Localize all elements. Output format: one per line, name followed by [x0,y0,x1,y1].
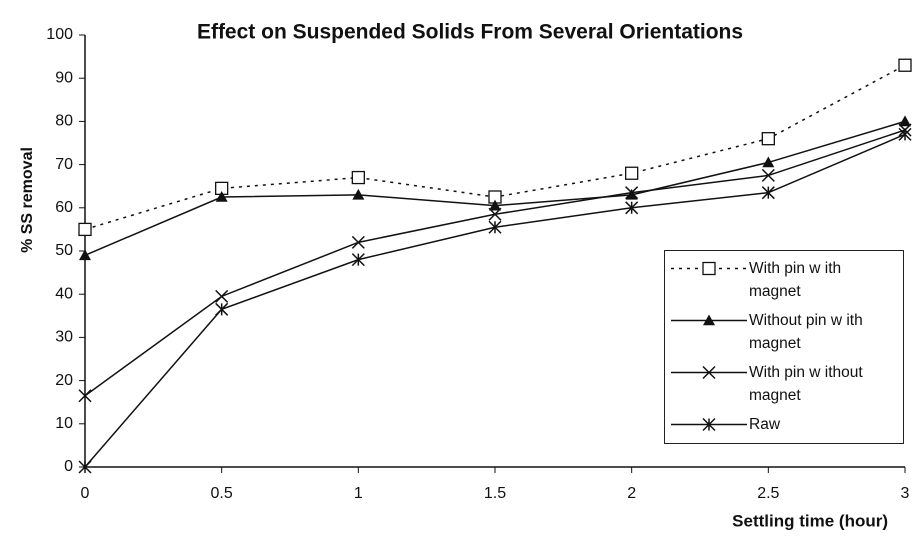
y-tick-label: 20 [55,372,73,389]
marker [625,166,639,180]
legend-label: Raw [749,416,781,433]
marker [351,235,365,249]
y-tick-label: 50 [55,242,73,259]
x-axis-label: Settling time (hour) [732,511,888,530]
legend-item: With pin w ithout magnet [669,361,897,407]
x-tick-label: 1 [354,485,363,502]
marker [761,186,775,200]
marker [625,201,639,215]
y-axis-label: % SS removal [19,147,36,253]
legend-symbol [671,365,747,380]
marker [215,289,229,303]
y-tick-label: 100 [46,26,73,43]
marker [351,253,365,267]
y-tick-label: 80 [55,113,73,130]
series-line [84,120,906,257]
legend: With pin w ith magnet Without pin w ith m… [664,250,904,444]
marker [702,417,716,432]
y-tick-label: 0 [64,458,73,475]
legend-item: Raw [669,413,897,436]
x-tick-label: 2.5 [757,485,779,502]
marker [625,186,639,200]
legend-label: Without pin w ith magnet [749,312,863,352]
marker [488,207,502,221]
marker [78,389,92,403]
x-tick-label: 3 [901,485,910,502]
y-tick-label: 70 [55,156,73,173]
marker [761,168,775,182]
marker [215,302,229,316]
x-tick-label: 1.5 [484,485,506,502]
chart-title: Effect on Suspended Solids From Several … [197,21,743,44]
y-tick-label: 10 [55,415,73,432]
marker [489,199,501,211]
marker [703,314,715,326]
legend-symbol [671,314,747,326]
marker [898,127,912,141]
legend-label: With pin w ithout magnet [749,364,863,404]
marker [762,156,775,168]
y-tick-label: 60 [55,199,73,216]
marker [215,191,228,202]
legend-symbol [671,417,747,432]
marker [702,261,716,276]
y-tick-label: 30 [55,329,73,346]
marker [352,188,365,200]
x-tick-label: 2 [627,485,636,502]
marker [78,222,92,237]
marker [899,115,911,127]
legend-label: With pin w ith magnet [749,260,842,300]
legend-symbol [671,261,747,276]
x-tick-label: 0.5 [211,485,233,502]
y-tick-label: 90 [55,69,73,86]
legend-item: With pin w ith magnet [669,257,897,303]
legend-item: Without pin w ith magnet [669,309,897,355]
x-tick-label: 0 [81,485,90,502]
marker [625,188,638,200]
marker [898,58,912,72]
marker [79,249,91,261]
marker [702,365,716,380]
marker [488,220,502,234]
marker [761,132,775,146]
marker [351,170,365,185]
y-tick-label: 40 [55,285,73,302]
marker [78,460,92,474]
